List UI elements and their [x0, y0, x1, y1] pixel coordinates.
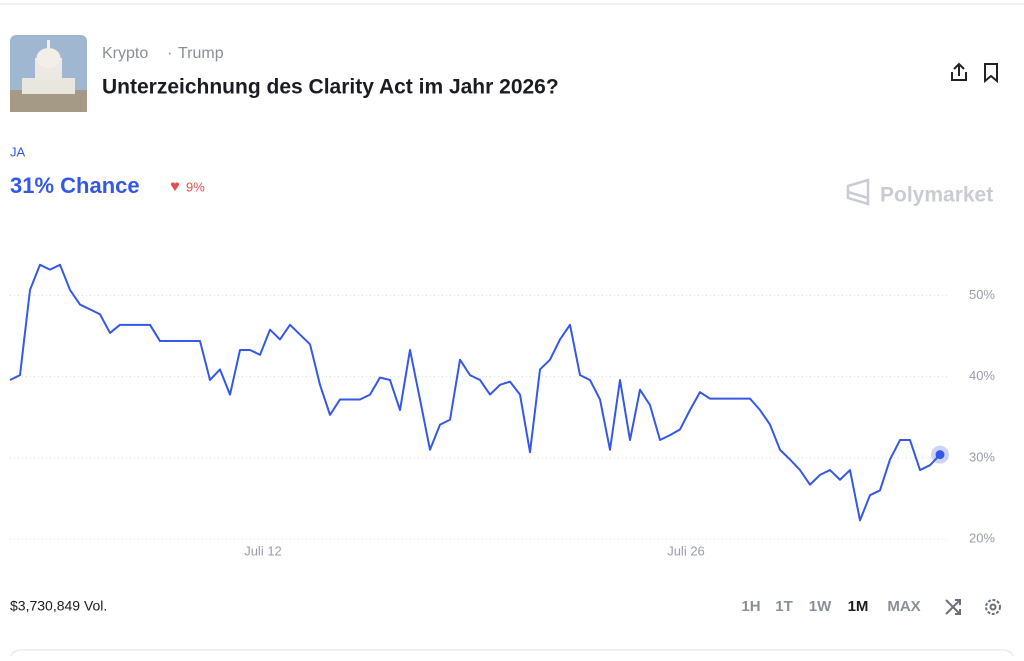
market-title: Unterzeichnung des Clarity Act im Jahr 2…: [102, 76, 559, 99]
brand-logo: [846, 178, 870, 206]
market-image: [10, 35, 87, 112]
volume: $3,730,849 Vol.: [10, 598, 107, 614]
separator: ·: [167, 45, 172, 62]
shuffle-button[interactable]: [945, 599, 961, 615]
bottom-panel: [9, 649, 1015, 661]
range-button[interactable]: 1W: [809, 598, 832, 615]
range-button[interactable]: 1T: [775, 598, 793, 615]
share-button[interactable]: [951, 62, 967, 81]
range-button[interactable]: 1H: [741, 598, 760, 615]
price-line: [9, 263, 941, 522]
range-button[interactable]: 1M: [848, 598, 869, 615]
y-tick-label: 50%: [969, 287, 995, 302]
range-button[interactable]: MAX: [887, 598, 920, 615]
change: 9%: [186, 179, 205, 194]
x-tick-label: Juli 12: [244, 543, 282, 558]
settings-button[interactable]: [985, 599, 1001, 615]
change-icon: [170, 182, 180, 191]
outcome-label: JA: [10, 144, 26, 159]
breadcrumb[interactable]: Trump: [178, 45, 224, 62]
bookmark-button[interactable]: [984, 63, 998, 84]
chance: 31% Chance: [10, 173, 140, 198]
x-tick-label: Juli 26: [667, 543, 705, 558]
y-tick-label: 40%: [969, 368, 995, 383]
last-point: [935, 450, 945, 460]
y-tick-label: 20%: [969, 530, 995, 545]
breadcrumb[interactable]: Krypto: [102, 45, 148, 62]
y-tick-label: 30%: [969, 449, 995, 464]
brand: Polymarket: [880, 184, 993, 207]
